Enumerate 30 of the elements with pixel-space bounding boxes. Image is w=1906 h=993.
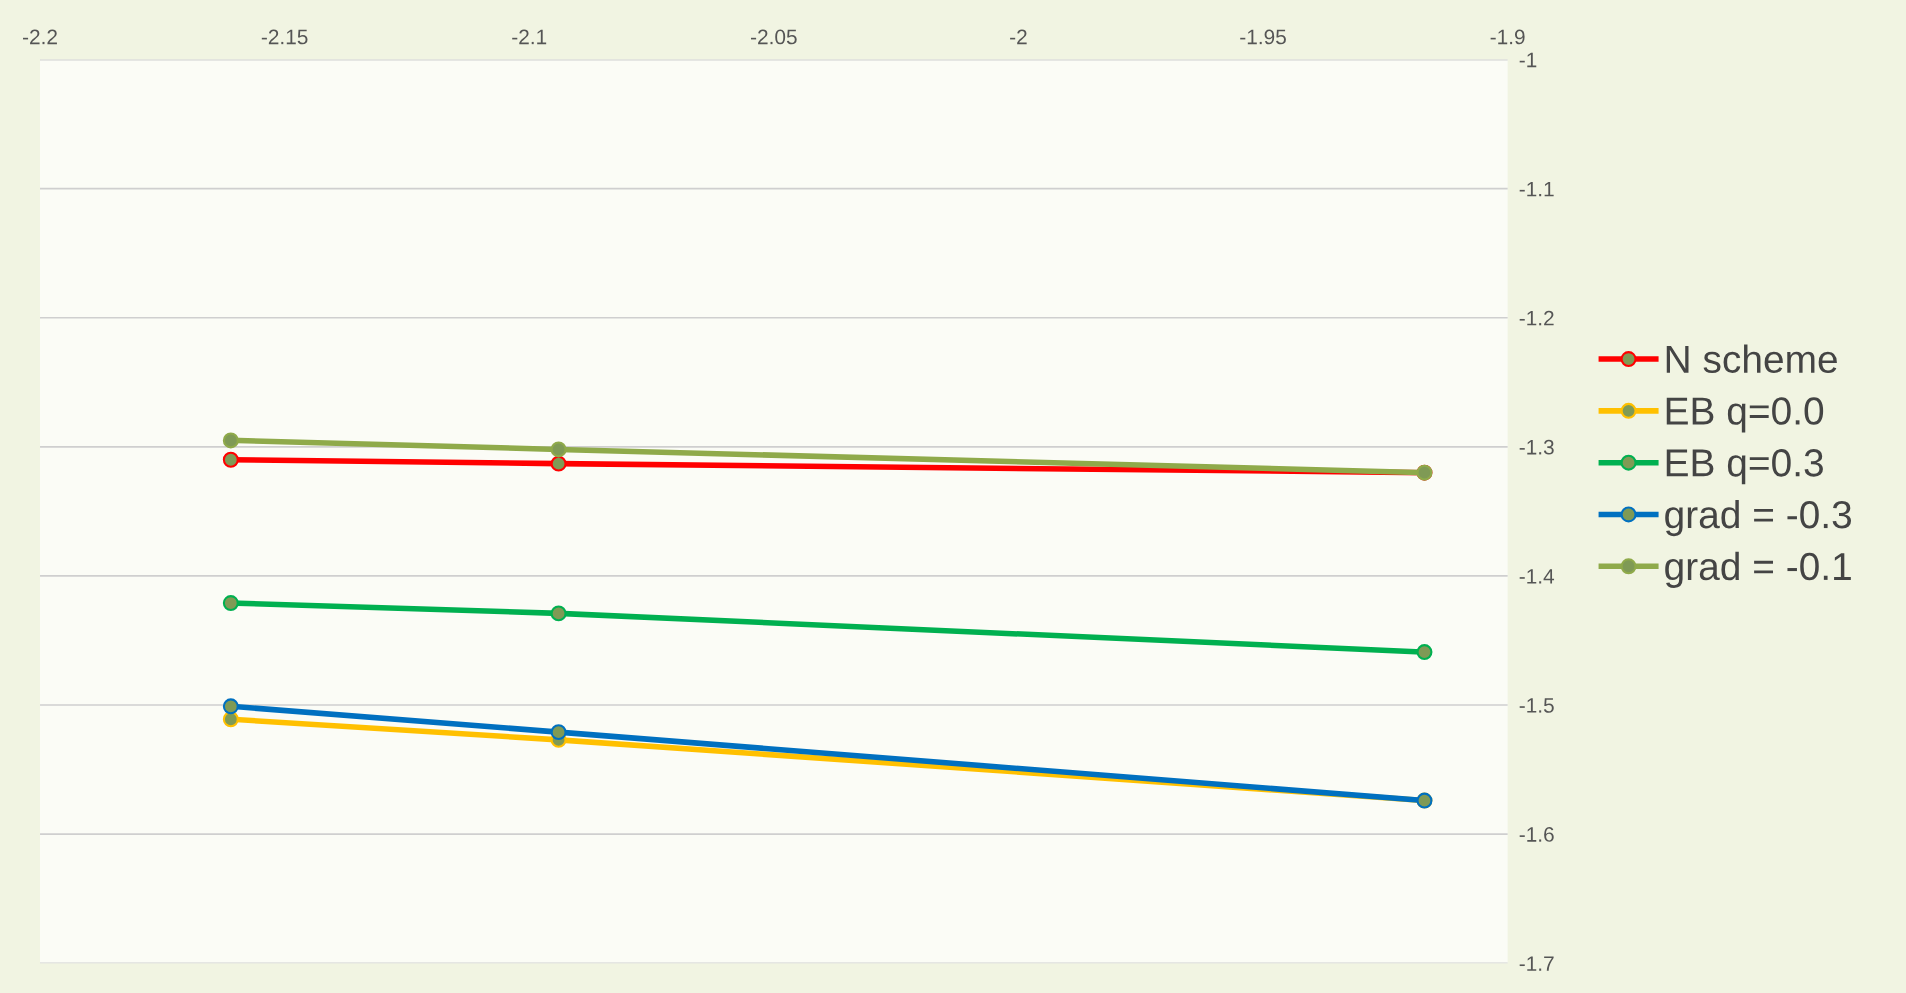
y-tick-label: -1.5 bbox=[1519, 698, 1554, 713]
y-tick-label: -1.1 bbox=[1519, 181, 1554, 197]
legend-label: N scheme bbox=[1666, 344, 1837, 374]
legend-label: grad = -0.3 bbox=[1665, 499, 1852, 537]
x-tick-label: -1.9 bbox=[1490, 29, 1525, 45]
y-tick-label: -1.7 bbox=[1519, 956, 1554, 971]
x-tick-label: -2 bbox=[1010, 29, 1027, 45]
legend-label: grad = -0.1 bbox=[1665, 551, 1851, 588]
x-tick-label: -2.15 bbox=[261, 29, 308, 45]
y-tick-label: -1 bbox=[1519, 52, 1537, 68]
point bbox=[222, 432, 239, 449]
point bbox=[1416, 644, 1433, 661]
point bbox=[550, 605, 567, 622]
y-tick-label: -1.4 bbox=[1519, 569, 1555, 584]
point bbox=[222, 698, 239, 715]
x-tick-label: -2.1 bbox=[512, 29, 547, 45]
y-tick-label: -1.6 bbox=[1519, 827, 1554, 842]
x-tick-label: -1.95 bbox=[1240, 29, 1286, 45]
x-tick-label: -2.05 bbox=[751, 29, 797, 45]
point bbox=[550, 455, 567, 472]
legend-label: EB q=0.3 bbox=[1666, 449, 1823, 485]
point bbox=[222, 711, 239, 728]
y-tick-label: -1.3 bbox=[1519, 439, 1554, 455]
legend-label: EB q=0.0 bbox=[1666, 397, 1824, 433]
x-tick-label: -2.2 bbox=[23, 29, 57, 45]
point bbox=[222, 451, 239, 468]
y-tick-label: -1.2 bbox=[1519, 310, 1554, 326]
point bbox=[550, 441, 567, 458]
point bbox=[222, 595, 239, 612]
point bbox=[550, 724, 567, 741]
